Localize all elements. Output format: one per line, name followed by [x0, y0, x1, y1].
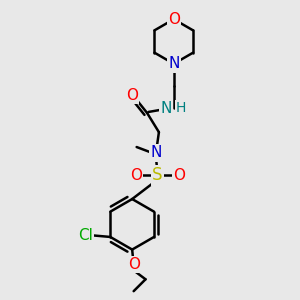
Text: O: O	[173, 168, 185, 183]
Text: N: N	[161, 101, 172, 116]
Text: H: H	[176, 101, 186, 116]
Text: O: O	[168, 12, 180, 27]
Text: S: S	[152, 166, 163, 184]
Text: N: N	[168, 56, 179, 71]
Text: Cl: Cl	[78, 228, 93, 243]
Text: N: N	[150, 146, 162, 160]
Text: O: O	[130, 168, 142, 183]
Text: O: O	[128, 257, 140, 272]
Text: O: O	[126, 88, 138, 103]
